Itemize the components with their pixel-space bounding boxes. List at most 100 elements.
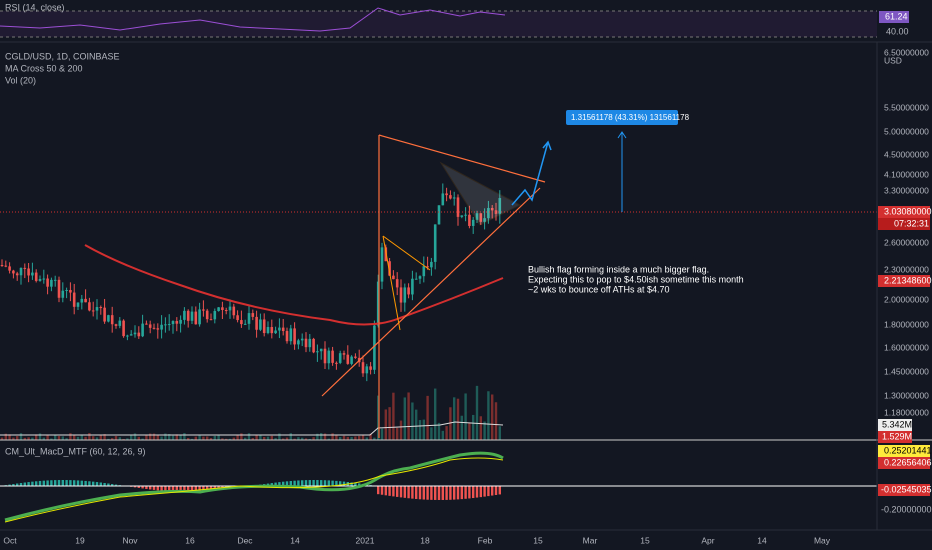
candle-body xyxy=(27,268,30,276)
candle-body xyxy=(247,313,251,324)
volume-bar xyxy=(468,423,471,440)
macd-value: -0.02545035 xyxy=(881,484,932,494)
volume-bar xyxy=(498,426,501,440)
macd-hist xyxy=(50,480,53,486)
volume-bar xyxy=(42,437,45,440)
volume-bar xyxy=(259,434,262,440)
rsi-label: RSI (14, close) xyxy=(5,2,65,12)
candle-body xyxy=(122,320,125,337)
candle-body xyxy=(84,298,87,303)
macd-hist xyxy=(35,481,38,486)
price-tick-label: 2.30000000 xyxy=(884,264,929,274)
volume-bar xyxy=(278,433,281,440)
macd-hist xyxy=(61,480,64,486)
candle-body xyxy=(80,298,84,303)
macd-hist xyxy=(111,484,114,486)
macd-hist xyxy=(327,480,330,486)
candle-body xyxy=(15,273,19,276)
macd-hist xyxy=(354,482,357,486)
macd-hist xyxy=(145,486,148,489)
candle-body xyxy=(19,267,23,276)
macd-hist xyxy=(316,480,319,486)
candle-body xyxy=(107,315,110,322)
volume-bar xyxy=(160,436,163,440)
candle-body xyxy=(38,278,42,281)
candle-body xyxy=(266,327,270,334)
candle-body xyxy=(460,215,464,217)
last-price-box xyxy=(878,206,930,218)
macd-hist xyxy=(491,486,494,496)
macd-hist xyxy=(445,486,448,500)
candle-body xyxy=(228,306,232,311)
volume-bar xyxy=(247,433,251,440)
volume-bar xyxy=(152,433,156,440)
candle-body xyxy=(167,324,171,326)
macd-hist xyxy=(415,486,418,499)
candle-body xyxy=(213,311,217,320)
macd-hist xyxy=(88,481,91,486)
macd-hist xyxy=(377,486,380,495)
candle-body xyxy=(395,279,399,288)
volume-bar xyxy=(304,438,308,440)
volume-bar xyxy=(92,436,95,440)
volume-bar xyxy=(38,433,42,440)
candle-body xyxy=(65,289,68,291)
candle-body xyxy=(190,311,194,321)
candle-body xyxy=(141,323,144,337)
volume-bar xyxy=(266,436,270,440)
macd-hist xyxy=(358,483,361,486)
candle-body xyxy=(304,338,308,348)
macd-hist xyxy=(12,484,15,486)
volume-bar xyxy=(335,434,338,440)
macd-hist xyxy=(441,486,444,500)
measure-box xyxy=(566,110,678,125)
macd-hist xyxy=(103,482,106,486)
macd-hist xyxy=(498,486,501,495)
volume-bar xyxy=(23,437,26,440)
date-tick-label: Apr xyxy=(701,535,714,545)
note-line: ~2 wks to bounce off ATHs at $4.70 xyxy=(528,284,670,294)
macd-hist xyxy=(388,486,391,496)
candle-body xyxy=(487,207,490,219)
candle-body xyxy=(437,205,441,225)
macd-hist xyxy=(278,482,281,486)
candle-body xyxy=(12,270,15,274)
candle-body xyxy=(369,366,372,370)
volume-bar xyxy=(73,435,76,440)
macd-box xyxy=(878,457,930,469)
date-tick-label: 2021 xyxy=(356,535,375,545)
volume-bar xyxy=(388,407,391,440)
volume-bar xyxy=(487,391,490,440)
volume-bar xyxy=(19,433,23,440)
macd-hist xyxy=(84,480,87,486)
candle-body xyxy=(281,327,285,332)
volume-bar xyxy=(339,437,342,440)
volume-bar xyxy=(422,419,425,440)
volume-bar xyxy=(126,438,129,440)
volume-bar xyxy=(297,437,300,440)
macd-line xyxy=(4,451,504,522)
candle-body xyxy=(114,324,118,326)
last-price: 3.03080000 xyxy=(884,206,932,216)
macd-hist xyxy=(149,486,152,490)
volume-bar xyxy=(494,402,498,440)
candle-body xyxy=(126,335,129,337)
volume-bar xyxy=(282,438,285,440)
candle-body xyxy=(205,310,209,320)
macd-hist xyxy=(141,486,144,489)
volume-bar xyxy=(213,435,216,440)
candle-body xyxy=(300,338,304,341)
volume-bar xyxy=(46,435,49,440)
candle-body xyxy=(464,214,467,216)
candle-body xyxy=(145,323,148,325)
candle-body xyxy=(293,328,296,345)
volume-bar xyxy=(133,433,137,440)
candle-body xyxy=(217,307,220,312)
volume-bar xyxy=(472,414,475,440)
small-flag xyxy=(382,235,431,331)
candle-body xyxy=(422,266,426,277)
candle-body xyxy=(445,193,448,196)
volume-bar xyxy=(449,407,452,440)
volume-bar xyxy=(240,433,243,440)
